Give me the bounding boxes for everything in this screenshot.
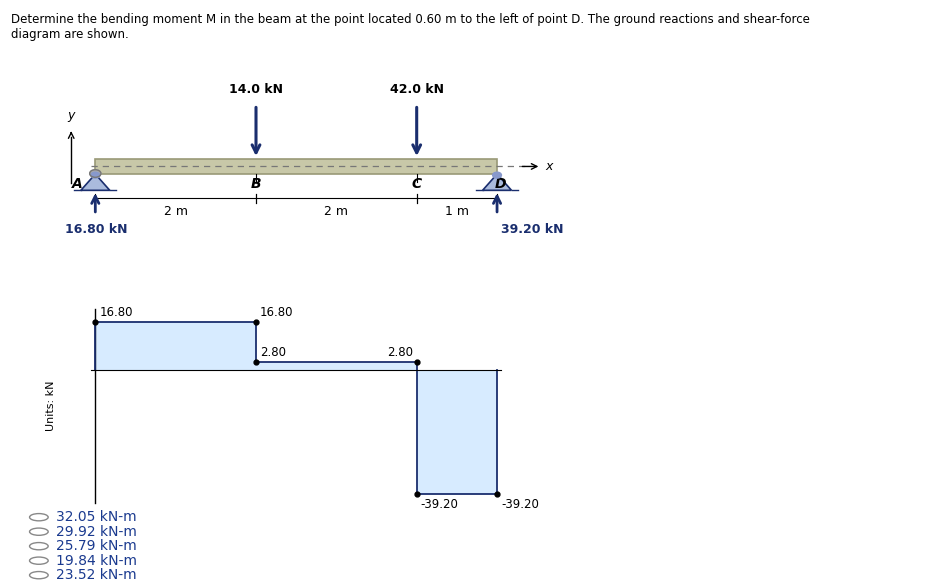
Text: 1 m: 1 m bbox=[445, 205, 469, 218]
Text: 25.79 kN-m: 25.79 kN-m bbox=[56, 539, 137, 553]
Text: 16.80: 16.80 bbox=[99, 306, 133, 319]
Text: 32.05 kN-m: 32.05 kN-m bbox=[56, 510, 137, 524]
Text: 39.20 kN: 39.20 kN bbox=[501, 223, 563, 236]
Text: 2 m: 2 m bbox=[324, 205, 349, 218]
Circle shape bbox=[89, 170, 101, 178]
Text: D: D bbox=[495, 178, 506, 191]
Circle shape bbox=[90, 172, 100, 178]
Text: 16.80: 16.80 bbox=[260, 306, 294, 319]
Text: 2.80: 2.80 bbox=[386, 346, 413, 359]
Text: C: C bbox=[412, 178, 422, 191]
Text: 29.92 kN-m: 29.92 kN-m bbox=[56, 524, 137, 539]
Bar bbox=[95, 159, 497, 174]
Text: 19.84 kN-m: 19.84 kN-m bbox=[56, 554, 137, 567]
Text: A: A bbox=[73, 178, 83, 191]
Polygon shape bbox=[482, 174, 512, 191]
Text: -39.20: -39.20 bbox=[501, 499, 539, 512]
Circle shape bbox=[493, 172, 501, 178]
Text: 16.80 kN: 16.80 kN bbox=[65, 223, 127, 236]
Polygon shape bbox=[81, 174, 110, 191]
Text: 2.80: 2.80 bbox=[260, 346, 286, 359]
Text: 2 m: 2 m bbox=[164, 205, 187, 218]
Text: 23.52 kN-m: 23.52 kN-m bbox=[56, 568, 137, 582]
Text: diagram are shown.: diagram are shown. bbox=[11, 28, 129, 41]
Text: 42.0 kN: 42.0 kN bbox=[390, 83, 444, 96]
Text: x: x bbox=[545, 160, 553, 173]
Text: Units: kN: Units: kN bbox=[46, 380, 57, 431]
Text: B: B bbox=[251, 178, 261, 191]
Text: Determine the bending moment M in the beam at the point located 0.60 m to the le: Determine the bending moment M in the be… bbox=[11, 13, 810, 26]
Text: -39.20: -39.20 bbox=[421, 499, 459, 512]
Text: 14.0 kN: 14.0 kN bbox=[229, 83, 283, 96]
Text: y: y bbox=[68, 109, 75, 122]
